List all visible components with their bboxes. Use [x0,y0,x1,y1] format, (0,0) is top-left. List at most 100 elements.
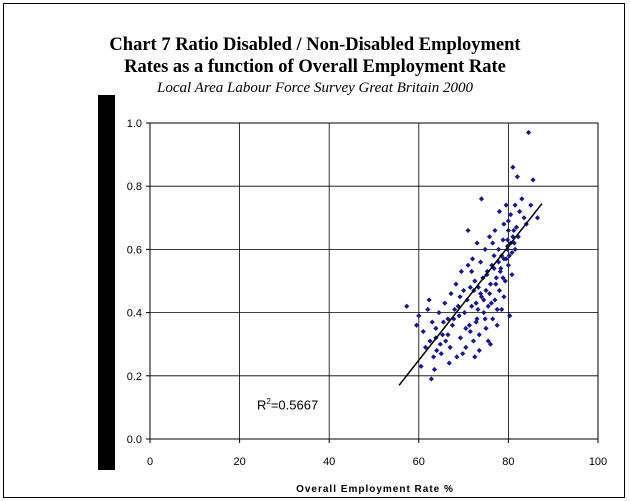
data-point [404,303,410,309]
trend-line [398,203,543,386]
data-point [442,300,448,306]
data-point [534,215,541,221]
data-point [475,306,481,313]
data-point [488,300,494,306]
data-point [454,354,460,360]
data-point [494,306,500,313]
data-point [514,174,520,180]
data-point [503,202,509,208]
data-point [489,262,495,268]
data-point [495,246,502,252]
data-point [457,294,463,300]
data-point [465,262,471,268]
data-point [512,246,518,252]
data-point [510,164,516,170]
data-point [451,316,457,322]
data-point [498,265,504,271]
data-point [439,332,446,338]
data-point [453,281,459,287]
data-point [463,325,469,331]
data-point [425,306,431,313]
x-tick-label: 0 [147,456,153,468]
data-point [445,332,451,338]
data-point [461,287,467,294]
data-point [501,221,507,227]
data-point [506,253,512,259]
data-point [472,278,478,284]
data-point [485,303,491,309]
x-tick-label: 40 [323,456,335,468]
data-point [452,306,458,313]
data-point [473,300,479,306]
data-point [473,319,479,325]
data-point [427,338,433,344]
data-point [486,234,493,240]
data-point [481,297,487,303]
data-point [481,310,487,316]
r-squared-annotation: R2=0.5667 [257,397,318,412]
data-point [491,265,497,271]
data-point [525,129,532,136]
data-point [504,246,511,252]
data-point [456,313,462,319]
data-point [476,347,482,354]
r-squared-sup: 2 [266,397,271,406]
data-point [472,354,478,360]
data-point [505,262,511,268]
data-point [436,310,442,316]
data-point [519,196,525,202]
data-point [433,325,439,331]
data-point [467,284,473,290]
data-point [449,322,455,328]
data-point [418,363,424,369]
data-point [505,218,511,224]
data-point [501,294,507,300]
chart-title-line1: Chart 7 Ratio Disabled / Non-Disabled Em… [109,35,521,55]
data-point [422,344,429,350]
left-bar-decoration [98,95,115,470]
x-tick-label: 80 [502,456,514,468]
data-point [431,366,438,373]
data-point [448,291,454,297]
y-tick-label: 1.0 [127,118,142,130]
data-point [511,227,517,234]
x-tick-label: 20 [233,456,245,468]
r-squared-value: =0.5667 [270,397,319,413]
data-point [476,332,482,338]
x-axis-ticks: 0 20 40 60 80 100 [147,439,607,468]
data-point [509,249,515,256]
y-tick-label: 0.6 [127,244,142,256]
r-squared-prefix: R [257,397,267,413]
data-point [485,338,491,344]
data-point [446,360,452,366]
data-point [426,297,432,303]
data-point [440,319,447,325]
data-point [430,354,437,360]
data-point [503,256,509,262]
data-point [496,208,503,215]
chart-title-line2: Rates as a function of Overall Employmen… [124,57,506,77]
data-point [483,325,489,331]
data-point [487,341,494,347]
data-point [505,227,511,234]
x-tick-label: 60 [413,456,425,468]
data-point [478,291,484,297]
chart-subtitle: Local Area Labour Force Survey Great Bri… [157,80,473,96]
data-point [521,215,527,221]
data-point [504,237,511,243]
data-point [482,316,488,322]
data-point [502,278,508,284]
data-point [500,237,506,243]
y-tick-label: 0.8 [127,181,142,193]
data-point [513,224,520,230]
data-point [478,259,484,265]
data-point [494,322,500,328]
data-point [474,316,480,322]
data-point [517,208,523,215]
y-tick-label: 0.2 [127,371,142,383]
data-point [482,246,488,252]
data-point [474,240,480,246]
data-point [487,281,494,287]
data-point [447,344,453,350]
data-point [413,322,420,328]
